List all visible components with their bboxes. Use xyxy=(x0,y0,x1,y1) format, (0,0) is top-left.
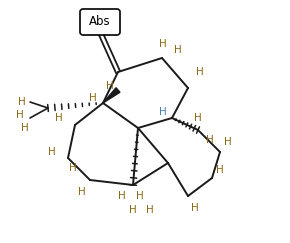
Text: H: H xyxy=(159,39,167,49)
Text: H: H xyxy=(159,107,167,117)
Text: H: H xyxy=(191,203,199,213)
Text: Abs: Abs xyxy=(89,16,111,28)
Text: H: H xyxy=(136,191,144,201)
Text: H: H xyxy=(174,45,182,55)
Text: H: H xyxy=(89,93,97,103)
Text: H: H xyxy=(194,113,202,123)
Text: H: H xyxy=(224,137,232,147)
Text: H: H xyxy=(206,135,214,145)
Text: H: H xyxy=(48,147,56,157)
FancyBboxPatch shape xyxy=(80,9,120,35)
Text: H: H xyxy=(69,163,77,173)
Text: H: H xyxy=(146,205,154,215)
Text: H: H xyxy=(55,113,63,123)
Text: H: H xyxy=(216,165,224,175)
Text: H: H xyxy=(118,191,126,201)
Text: H: H xyxy=(196,67,204,77)
Text: H: H xyxy=(18,97,26,107)
Polygon shape xyxy=(103,88,120,103)
Text: H: H xyxy=(106,81,114,91)
Text: H: H xyxy=(129,205,137,215)
Text: H: H xyxy=(21,123,29,133)
Text: H: H xyxy=(16,110,24,120)
Text: H: H xyxy=(78,187,86,197)
